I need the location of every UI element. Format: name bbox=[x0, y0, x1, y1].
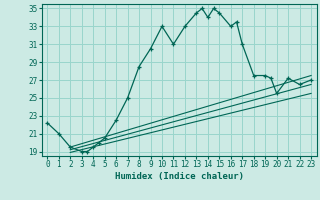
X-axis label: Humidex (Indice chaleur): Humidex (Indice chaleur) bbox=[115, 172, 244, 181]
